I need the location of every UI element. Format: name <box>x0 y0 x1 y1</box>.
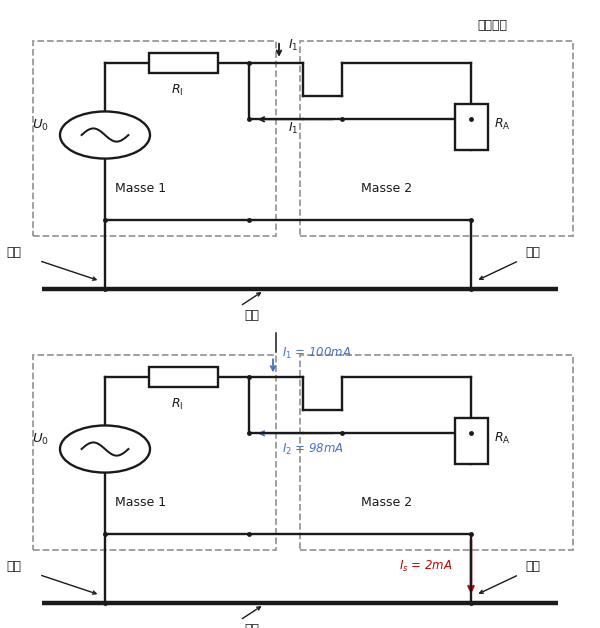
Circle shape <box>60 112 150 158</box>
Text: $I_1$: $I_1$ <box>288 38 298 53</box>
Text: $R_{\rm I}$: $R_{\rm I}$ <box>171 397 183 413</box>
Text: 大地: 大地 <box>245 310 260 322</box>
Text: 地线: 地线 <box>525 560 540 573</box>
Text: $I_2$ = 98mA: $I_2$ = 98mA <box>282 441 344 457</box>
Bar <box>455 418 488 464</box>
Text: $U_0$: $U_0$ <box>32 118 49 133</box>
Bar <box>455 104 488 150</box>
Text: $R_{\rm A}$: $R_{\rm A}$ <box>494 430 511 446</box>
Text: Masse 1: Masse 1 <box>115 496 167 509</box>
Text: 大地: 大地 <box>245 623 260 628</box>
Text: $I_1$ = 100mA: $I_1$ = 100mA <box>282 345 352 361</box>
Bar <box>149 367 218 387</box>
Circle shape <box>60 426 150 473</box>
Text: $U_0$: $U_0$ <box>32 432 49 447</box>
Text: $I_s$ = 2mA: $I_s$ = 2mA <box>399 559 452 575</box>
Bar <box>149 53 218 73</box>
Text: $R_{\rm A}$: $R_{\rm A}$ <box>494 116 511 132</box>
Text: 地线: 地线 <box>6 246 21 259</box>
Text: Masse 2: Masse 2 <box>361 496 413 509</box>
Text: $I_1$: $I_1$ <box>288 121 298 136</box>
Text: 地线: 地线 <box>6 560 21 573</box>
Text: Masse 1: Masse 1 <box>115 182 167 195</box>
Text: Masse 2: Masse 2 <box>361 182 413 195</box>
Text: 地线: 地线 <box>525 246 540 259</box>
Text: 终端外壳: 终端外壳 <box>477 19 507 32</box>
Text: $R_{\rm I}$: $R_{\rm I}$ <box>171 84 183 99</box>
